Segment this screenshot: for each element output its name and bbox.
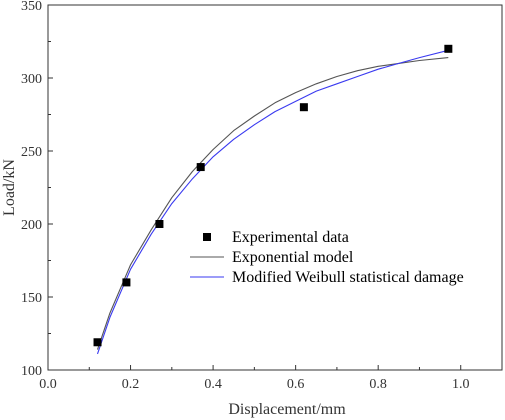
x-axis-ticks: 0.0 0.2 0.4 0.6 0.8 1.0 [39,365,503,392]
legend-label: Experimental data [232,229,349,246]
series-line-exponential-model [96,57,449,350]
x-tick-label: 0.2 [122,377,140,392]
legend-label: Exponential model [232,249,354,266]
y-axis-title: Load/kN [1,159,18,216]
legend-label: Modified Weibull statistical damage [232,269,464,286]
data-point [196,163,205,172]
x-tick-label: 0.0 [39,377,57,392]
x-tick-label: 0.4 [204,377,222,392]
y-axis-ticks: 100 150 200 250 300 350 [21,0,53,379]
y-tick-label: 150 [21,291,42,306]
series-line-modified-weibull-statistical-damage [96,49,449,355]
y-tick-label: 100 [21,364,42,379]
x-tick-label: 1.0 [452,377,470,392]
y-tick-label: 350 [21,0,42,14]
data-point [444,44,453,53]
y-tick-label: 300 [21,72,42,87]
data-point [155,220,164,228]
data-point [93,338,102,347]
x-tick-label: 0.8 [369,377,387,392]
series-points [93,44,453,347]
data-point [299,103,308,112]
x-tick-label: 0.6 [287,377,305,392]
y-tick-label: 200 [21,218,42,233]
legend: Experimental data Exponential model Modifi… [190,229,464,286]
series-lines [96,49,449,355]
y-tick-label: 250 [21,145,42,160]
data-point [122,278,131,287]
legend-marker-swatch [203,233,211,241]
x-axis-title: Displacement/mm [228,401,346,418]
